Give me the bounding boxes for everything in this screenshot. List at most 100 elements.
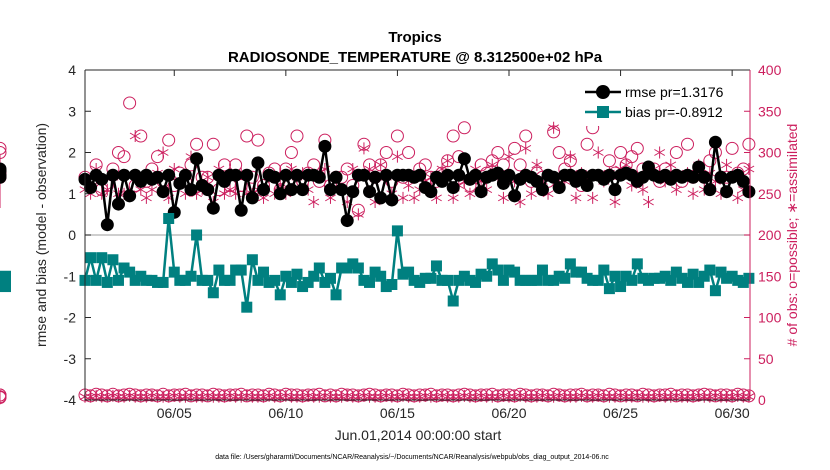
rmse-point	[229, 168, 243, 182]
bias-point	[592, 274, 604, 286]
obs-assimilated-marker	[732, 191, 744, 204]
obs-assimilated-marker	[364, 390, 375, 403]
bias-point	[118, 262, 130, 274]
obs-possible-marker	[614, 146, 628, 159]
obs-assimilated-marker	[643, 196, 654, 208]
bias-point	[564, 258, 576, 270]
bias-point	[503, 264, 515, 276]
obs-possible-marker	[602, 154, 616, 168]
y2-tick-label: 250	[758, 186, 782, 202]
rmse-point	[346, 185, 360, 199]
bias-point	[587, 274, 599, 286]
bias-point	[603, 283, 615, 295]
obs-assimilated-marker	[308, 390, 320, 403]
obs-assimilated-marker	[224, 183, 236, 196]
rmse-point	[0, 164, 7, 178]
rmse-point	[340, 214, 354, 228]
bias-point	[609, 270, 621, 282]
legend-bias-marker	[597, 106, 609, 118]
obs-assimilated-marker	[609, 196, 621, 208]
bias-point	[330, 289, 342, 301]
bias-point	[458, 270, 470, 282]
bias-point	[369, 266, 381, 278]
bias-point	[447, 295, 459, 307]
bias-point	[129, 274, 141, 286]
bias-point	[285, 276, 297, 288]
bias-point	[520, 274, 532, 286]
bias-point	[648, 272, 660, 284]
bias-point	[676, 272, 688, 284]
obs-assimilated-marker	[330, 390, 342, 403]
obs-possible-marker	[630, 141, 644, 155]
obs-assimilated-marker	[659, 390, 671, 403]
obs-assimilated-marker	[308, 196, 320, 208]
rmse-point	[703, 183, 717, 197]
legend-bias-label: bias pr=-0.8912	[625, 104, 723, 120]
obs-assimilated-marker	[481, 390, 493, 403]
bias-point	[235, 264, 247, 276]
obs-possible-marker	[234, 179, 248, 192]
obs-assimilated-marker	[447, 390, 459, 403]
obs-assimilated-marker	[654, 146, 666, 159]
obs-assimilated-marker	[687, 187, 699, 200]
bias-point	[347, 258, 359, 270]
bias-point	[403, 266, 415, 278]
rmse-point	[357, 168, 371, 182]
rmse-point	[318, 139, 332, 153]
obs-assimilated-marker	[230, 390, 242, 403]
bias-point	[626, 274, 638, 286]
rmse-point	[323, 183, 337, 197]
rmse-point	[100, 218, 114, 232]
obs-assimilated-marker	[548, 121, 560, 134]
obs-assimilated-marker	[369, 390, 381, 403]
rmse-point	[697, 170, 711, 184]
y2-axis-ticks: 0 50 100 150 200 250 300 350 400	[744, 62, 782, 408]
obs-assimilated-marker	[291, 390, 303, 403]
obs-possible-marker	[290, 129, 304, 143]
obs-assimilated-marker	[442, 390, 454, 403]
bias-point	[631, 258, 643, 270]
bias-point	[146, 274, 158, 286]
obs-assimilated-marker	[202, 171, 214, 184]
chart-subtitle: RADIOSONDE_TEMPERATURE @ 8.312500e+02 hP…	[228, 49, 603, 66]
rmse-point	[385, 193, 399, 207]
x-tick-label: 06/25	[603, 405, 638, 421]
obs-assimilated-marker	[207, 390, 219, 403]
rmse-point	[636, 170, 650, 184]
obs-assimilated-marker	[542, 390, 554, 403]
obs-possible-marker	[402, 146, 416, 159]
rmse-point	[106, 168, 120, 182]
obs-possible-marker	[681, 137, 695, 151]
bias-point	[375, 270, 387, 282]
y-tick-label: -1	[64, 268, 77, 284]
rmse-point	[686, 170, 700, 184]
bias-point	[408, 274, 420, 286]
obs-assimilated-marker	[252, 390, 264, 403]
bias-point	[308, 270, 320, 282]
bias-point	[202, 274, 214, 286]
obs-possible-marker	[457, 121, 471, 135]
bias-point	[313, 262, 325, 274]
y2-tick-label: 0	[758, 392, 766, 408]
rmse-point	[714, 170, 728, 184]
obs-assimilated-marker	[581, 390, 593, 403]
obs-assimilated-marker	[570, 191, 582, 204]
obs-assimilated-marker	[464, 390, 476, 403]
y2-tick-label: 350	[758, 103, 782, 119]
bias-point	[470, 276, 482, 288]
obs-assimilated-marker	[403, 390, 415, 403]
bias-point	[163, 213, 175, 224]
obs-possible-marker	[117, 150, 131, 164]
rmse-point	[457, 152, 471, 166]
bias-point	[475, 268, 487, 280]
bias-point	[665, 274, 677, 286]
obs-assimilated-marker	[665, 158, 677, 171]
obs-possible-marker	[519, 129, 533, 143]
rmse-point	[245, 191, 259, 205]
data-file-footnote: data file: /Users/gharamti/Documents/NCA…	[215, 454, 609, 461]
bias-point	[85, 252, 97, 264]
bias-point	[0, 274, 11, 286]
obs-possible-marker	[190, 137, 204, 151]
y2-axis-label: # of obs: o=possible; ∗=assimilated	[784, 124, 800, 347]
plot-frame-left	[84, 70, 750, 401]
